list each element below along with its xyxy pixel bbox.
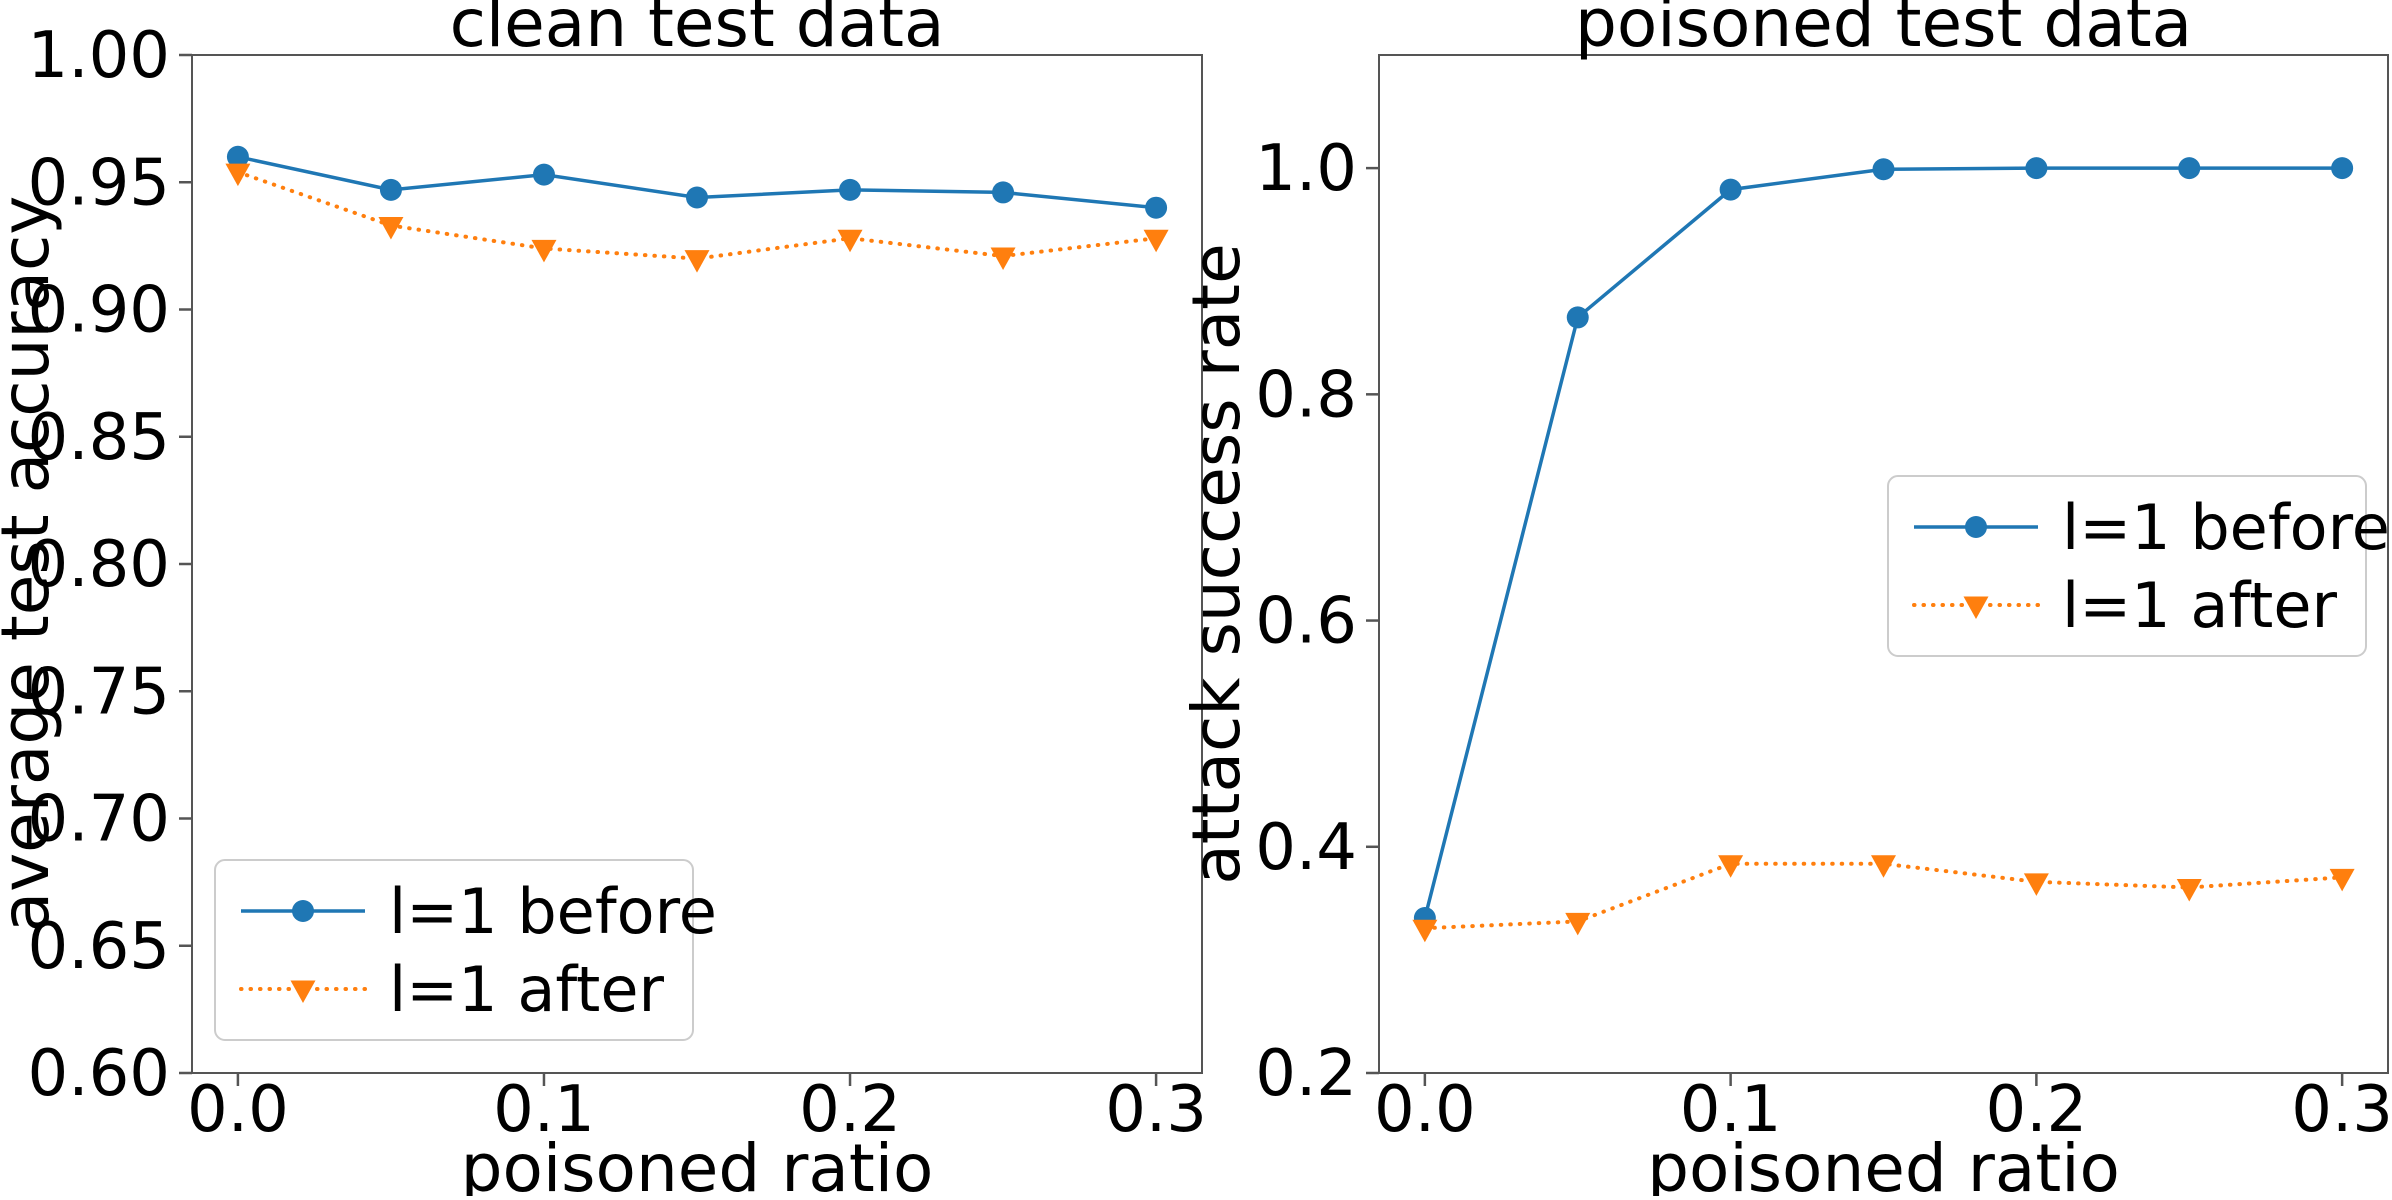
data-point-triangle [837, 229, 863, 253]
data-point-circle [686, 186, 708, 209]
data-point-triangle [2329, 868, 2355, 892]
data-point-triangle [1565, 912, 1591, 936]
x-tick-label: 0.2 [1985, 1073, 2087, 1147]
data-point-triangle [1718, 855, 1744, 878]
x-tick-label: 0.0 [1374, 1073, 1476, 1147]
data-point-triangle [2176, 878, 2202, 902]
legend-label: l=1 after [389, 953, 665, 1026]
x-axis-label: poisoned ratio [461, 1130, 934, 1196]
data-point-triangle [1963, 596, 1989, 619]
y-tick-label: 0.65 [28, 910, 171, 984]
y-tick-label: 0.4 [1255, 811, 1357, 885]
legend-label: l=1 before [389, 875, 717, 948]
legend-label: l=1 before [2062, 491, 2390, 564]
y-tick-label: 0.95 [28, 146, 171, 220]
panel-title: poisoned test data [1575, 0, 2192, 62]
data-point-circle [1965, 516, 1987, 538]
x-tick-label: 0.3 [1105, 1073, 1207, 1147]
y-tick-label: 0.8 [1255, 358, 1357, 432]
y-tick-label: 0.85 [28, 401, 171, 475]
y-tick-label: 0.90 [28, 274, 171, 348]
y-tick-label: 1.00 [28, 19, 171, 93]
x-tick-label: 0.1 [1680, 1073, 1782, 1147]
axes-frame [1378, 54, 2389, 1074]
x-tick-label: 0.2 [799, 1073, 901, 1147]
y-tick-label: 0.75 [28, 655, 171, 729]
legend-box [214, 859, 694, 1041]
data-point-circle [992, 181, 1015, 204]
x-tick-label: 0.0 [187, 1073, 289, 1147]
y-tick-label: 0.2 [1255, 1037, 1357, 1111]
data-point-circle [839, 178, 862, 201]
data-point-circle [1719, 178, 1742, 201]
data-point-circle [226, 145, 249, 168]
y-axis-label: average test accuracy [0, 196, 64, 933]
data-point-circle [1872, 158, 1895, 181]
panel-title: clean test data [450, 0, 945, 62]
data-point-circle [379, 178, 402, 201]
x-tick-label: 0.3 [2291, 1073, 2392, 1147]
y-tick-label: 1.0 [1255, 132, 1357, 206]
y-tick-label: 0.70 [28, 783, 171, 857]
data-point-triangle [990, 247, 1016, 271]
data-point-triangle [684, 250, 710, 273]
data-point-circle [2331, 157, 2354, 180]
data-point-triangle [225, 163, 251, 187]
x-tick-label: 0.1 [493, 1073, 595, 1147]
data-point-circle [1145, 196, 1168, 219]
data-point-triangle [2023, 873, 2049, 896]
data-point-triangle [1412, 919, 1438, 943]
data-point-triangle [531, 239, 557, 263]
data-point-triangle [378, 217, 404, 240]
data-point-circle [1566, 306, 1589, 329]
data-point-circle [292, 900, 314, 922]
data-point-circle [2025, 157, 2048, 180]
y-tick-label: 0.80 [28, 528, 171, 602]
data-point-circle [2178, 157, 2201, 180]
legend-box [1887, 475, 2367, 657]
y-tick-label: 0.6 [1255, 585, 1357, 659]
x-axis-label: poisoned ratio [1647, 1130, 2120, 1196]
y-tick-label: 0.60 [28, 1037, 171, 1111]
legend-label: l=1 after [2062, 569, 2338, 642]
y-axis-label: attack success rate [1178, 243, 1255, 884]
data-point-triangle [1871, 855, 1896, 878]
data-point-circle [532, 163, 555, 186]
data-point-triangle [290, 980, 316, 1003]
data-point-triangle [1143, 229, 1169, 253]
